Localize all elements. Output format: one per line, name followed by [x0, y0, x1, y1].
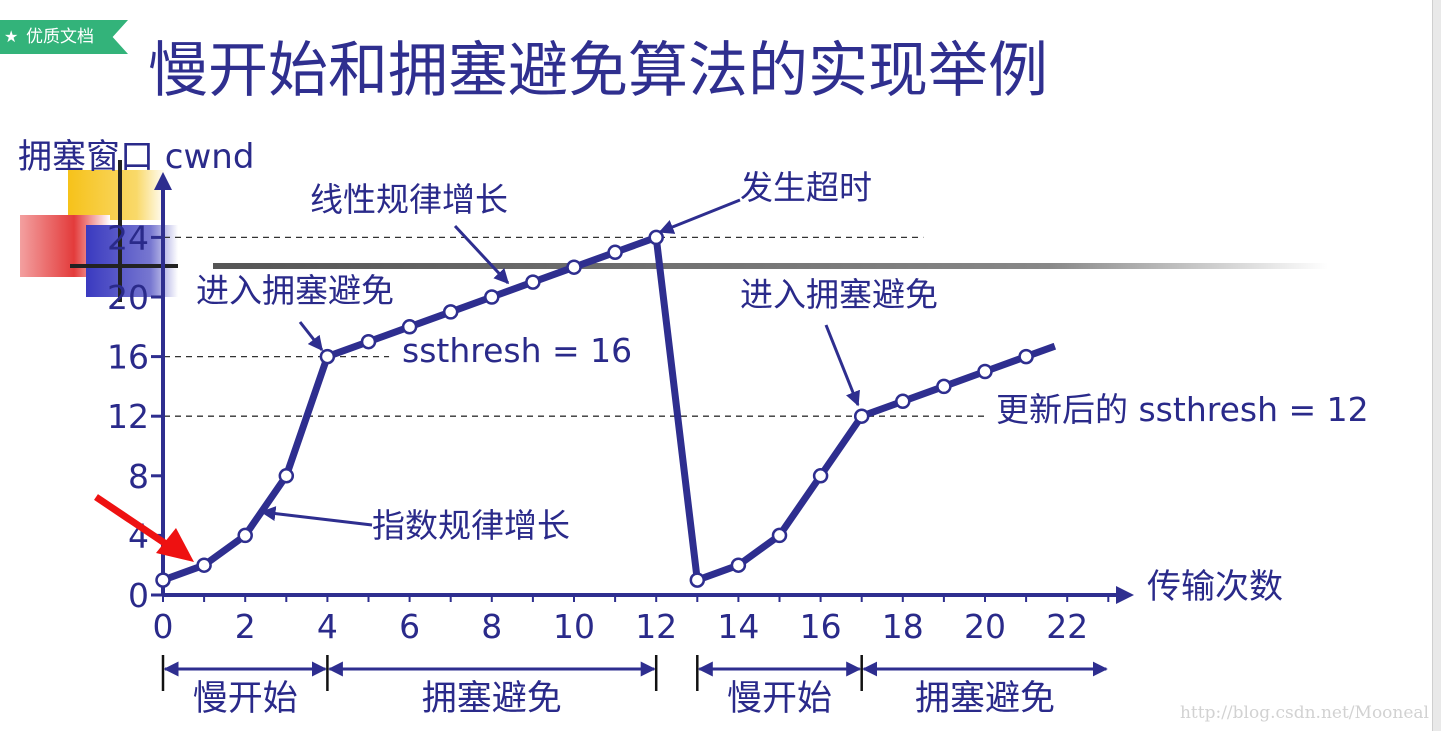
y-axis-arrowhead: [154, 172, 172, 190]
data-point: [237, 527, 253, 544]
x-ticks: 0 2 4 6 8 10 12 14 16 18 20 22: [153, 595, 1110, 646]
data-point: [689, 572, 706, 588]
x-tick-label: 12: [635, 607, 677, 646]
y-tick-label: 24: [107, 218, 149, 257]
gray-divider-bar: [213, 263, 1328, 269]
series-line: [161, 233, 1028, 584]
x-tick-label: 6: [399, 607, 420, 646]
watermark: http://blog.csdn.net/Mooneal: [1179, 703, 1429, 723]
annotation-enter-ca-2: 进入拥塞避免: [740, 275, 938, 314]
y-tick-label: 16: [107, 338, 149, 377]
red-pointer-arrow: [94, 494, 194, 562]
star-icon: ★: [4, 27, 19, 46]
axes: [154, 172, 1134, 604]
data-point: [648, 229, 664, 246]
phase-label: 拥塞避免: [915, 679, 1055, 719]
x-axis-label: 传输次数: [1147, 567, 1283, 607]
series-cwnd: [155, 229, 1057, 588]
arrow-exponential: [260, 506, 373, 527]
phase-label: 慢开始: [193, 679, 298, 719]
data-point: [895, 393, 911, 410]
window-edge: [1432, 0, 1441, 731]
x-tick-label: 22: [1046, 607, 1088, 646]
arrow-linear-growth: [453, 224, 510, 285]
x-tick-label: 18: [882, 607, 924, 646]
corner-decoration: [20, 160, 178, 302]
data-point: [812, 468, 829, 484]
data-point: [936, 378, 952, 395]
data-point: [319, 348, 336, 365]
data-point: [360, 333, 377, 350]
y-tick-label: 12: [107, 397, 149, 436]
arrow-timeout: [658, 198, 741, 234]
annotation-linear-growth: 线性规律增长: [310, 180, 508, 219]
phase-label: 拥塞避免: [422, 679, 562, 719]
annotation-timeout: 发生超时: [740, 168, 872, 207]
annotation-enter-ca-1: 进入拥塞避免: [196, 271, 394, 310]
phase-label: 慢开始: [727, 679, 832, 719]
x-tick-label: 0: [153, 607, 174, 646]
data-point: [730, 557, 747, 573]
data-point: [566, 259, 582, 275]
data-point: [401, 319, 418, 335]
x-tick-label: 14: [717, 607, 759, 646]
data-point: [442, 304, 459, 320]
y-tick-label: 0: [128, 576, 149, 615]
data-point: [771, 527, 788, 544]
y-axis-label: 拥塞窗口 cwnd: [18, 137, 254, 177]
slide-title: 慢开始和拥塞避免算法的实现举例: [148, 36, 1048, 106]
y-tick-label: 20: [107, 278, 149, 317]
x-tick-label: 4: [317, 607, 338, 646]
phase-brackets: 慢开始 拥塞避免 慢开始 拥塞避免: [161, 655, 1108, 719]
data-point: [977, 363, 993, 380]
badge-text: 优质文档: [26, 27, 94, 47]
annotation-ssthresh-16: ssthresh = 16: [402, 331, 632, 370]
arrow-enter-ca-2: [824, 324, 860, 407]
data-point: [278, 468, 295, 484]
quality-badge: ★ 优质文档: [0, 20, 128, 54]
data-point: [196, 557, 212, 573]
data-point: [607, 244, 623, 261]
annotation-exponential: 指数规律增长: [372, 506, 570, 545]
data-point: [155, 572, 171, 588]
data-point: [484, 289, 500, 305]
annotation-arrows: [260, 198, 860, 527]
arrow-enter-ca-1: [298, 321, 324, 352]
reference-lines: [153, 236, 985, 417]
x-tick-label: 20: [964, 607, 1006, 646]
annotation-ssthresh-12: 更新后的 ssthresh = 12: [996, 390, 1369, 429]
y-tick-label: 8: [128, 457, 149, 496]
x-tick-label: 2: [235, 607, 256, 646]
data-point: [525, 274, 541, 290]
x-tick-label: 8: [481, 607, 502, 646]
data-point: [1018, 348, 1034, 365]
data-point: [853, 408, 870, 424]
x-axis-arrowhead: [1116, 586, 1134, 604]
x-tick-label: 10: [553, 607, 595, 646]
x-tick-label: 16: [800, 607, 842, 646]
